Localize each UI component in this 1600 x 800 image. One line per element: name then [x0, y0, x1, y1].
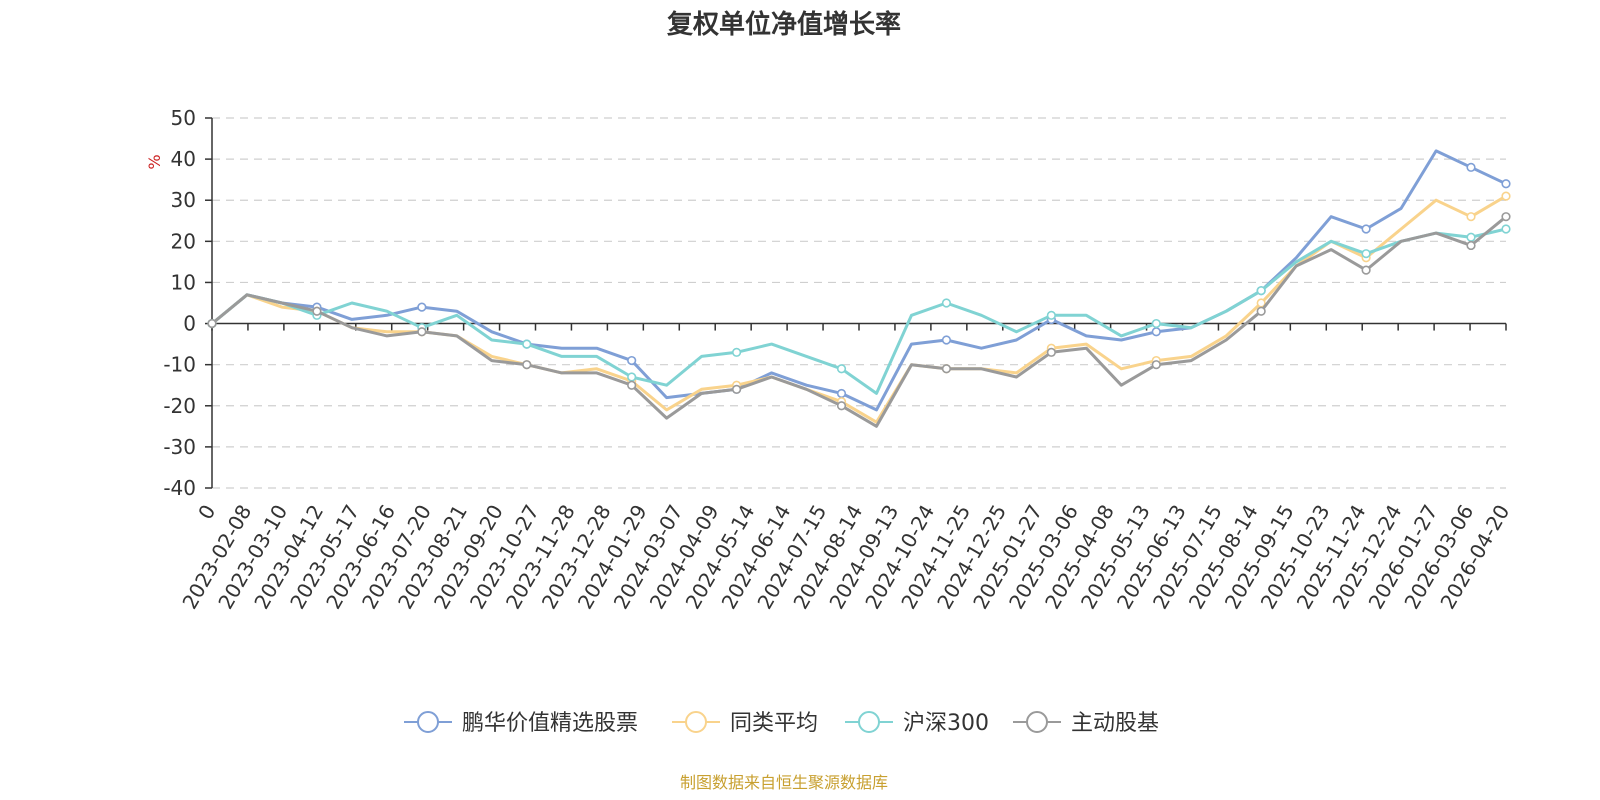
- y-tick-label: -10: [163, 353, 196, 377]
- y-tick-label: 10: [171, 270, 196, 294]
- data-point: [1256, 286, 1266, 296]
- legend-label: 鹏华价值精选股票: [462, 711, 638, 736]
- source-note: 制图数据来自恒生聚源数据库: [680, 773, 888, 792]
- legend-label: 主动股基: [1071, 711, 1159, 736]
- data-point: [417, 302, 427, 312]
- data-point: [836, 401, 847, 411]
- legend[interactable]: 鹏华价值精选股票 同类平均 沪深300 主动股基: [404, 711, 1159, 736]
- data-point: [627, 380, 637, 390]
- legend-item[interactable]: 同类平均: [672, 711, 818, 736]
- data-point: [1361, 249, 1371, 259]
- data-point: [1151, 318, 1161, 329]
- legend-label: 同类平均: [730, 711, 818, 736]
- series-line: [211, 215, 1507, 428]
- series-line: [211, 227, 1507, 395]
- y-axis-unit: %: [145, 154, 164, 169]
- data-point: [522, 360, 532, 370]
- y-tick-label: -20: [163, 394, 196, 418]
- data-point: [836, 388, 847, 399]
- data-point: [627, 355, 637, 366]
- data-point: [1501, 191, 1511, 201]
- y-tick-label: 20: [171, 229, 196, 253]
- data-point: [1501, 179, 1511, 189]
- data-point: [1466, 240, 1476, 251]
- data-point: [731, 347, 742, 357]
- axes: 50403020100-10-20-30-4002023-02-082023-0…: [163, 106, 1514, 613]
- data-point: [1361, 265, 1371, 275]
- data-point: [1361, 224, 1371, 234]
- data-point: [941, 364, 952, 374]
- data-point: [627, 372, 637, 382]
- y-tick-label: 50: [171, 106, 196, 130]
- data-point: [836, 364, 847, 374]
- data-point: [1046, 347, 1056, 357]
- legend-item[interactable]: 沪深300: [845, 711, 989, 736]
- data-point: [1046, 310, 1056, 320]
- data-point: [1501, 224, 1511, 234]
- y-tick-label: 30: [171, 188, 196, 212]
- series-line: [211, 194, 1507, 424]
- gridlines: [212, 117, 1506, 489]
- data-point: [1151, 360, 1161, 370]
- legend-marker: [417, 711, 439, 733]
- legend-marker: [858, 711, 880, 733]
- data-point: [1466, 232, 1476, 242]
- data-point: [417, 327, 427, 337]
- data-point: [1151, 327, 1161, 337]
- y-tick-label: -30: [163, 435, 196, 459]
- y-tick-label: 40: [171, 147, 196, 171]
- data-point: [941, 298, 952, 308]
- chart-title: 复权单位净值增长率: [667, 9, 901, 40]
- series-line: [211, 149, 1507, 412]
- x-tick-label: 0: [193, 501, 220, 524]
- legend-item[interactable]: 主动股基: [1013, 711, 1159, 736]
- data-point: [1501, 212, 1511, 222]
- data-point: [522, 339, 532, 349]
- legend-label: 沪深300: [903, 711, 989, 736]
- data-point: [731, 384, 742, 394]
- data-point: [1466, 212, 1476, 222]
- data-point: [941, 335, 952, 345]
- legend-marker: [685, 711, 707, 733]
- data-point: [312, 306, 322, 316]
- data-point: [207, 318, 217, 329]
- series-lines: [207, 149, 1511, 428]
- data-point: [1256, 306, 1266, 316]
- legend-item[interactable]: 鹏华价值精选股票: [404, 711, 638, 736]
- y-tick-label: -40: [163, 476, 196, 500]
- data-point: [1466, 162, 1476, 172]
- y-tick-label: 0: [183, 312, 196, 336]
- legend-marker: [1026, 711, 1048, 733]
